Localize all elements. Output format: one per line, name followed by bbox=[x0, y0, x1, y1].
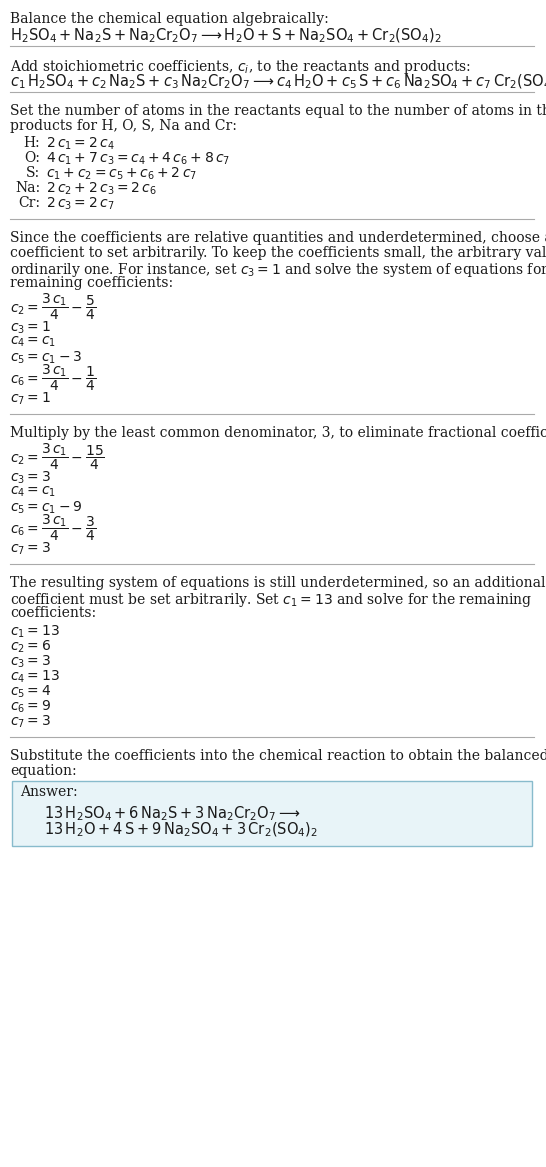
Text: $c_2 = \dfrac{3\,c_1}{4} - \dfrac{15}{4}$: $c_2 = \dfrac{3\,c_1}{4} - \dfrac{15}{4}… bbox=[10, 441, 105, 473]
Text: $c_3 = 3$: $c_3 = 3$ bbox=[10, 470, 51, 487]
Text: Since the coefficients are relative quantities and underdetermined, choose a: Since the coefficients are relative quan… bbox=[10, 231, 546, 245]
Text: $c_6 = 9$: $c_6 = 9$ bbox=[10, 699, 51, 715]
Text: S:: S: bbox=[26, 166, 40, 180]
Text: $c_5 = c_1 - 9$: $c_5 = c_1 - 9$ bbox=[10, 499, 82, 517]
Text: Add stoichiometric coefficients, $c_i$, to the reactants and products:: Add stoichiometric coefficients, $c_i$, … bbox=[10, 58, 471, 76]
Text: remaining coefficients:: remaining coefficients: bbox=[10, 277, 173, 291]
Text: Na:: Na: bbox=[15, 181, 40, 195]
Text: Multiply by the least common denominator, 3, to eliminate fractional coefficient: Multiply by the least common denominator… bbox=[10, 426, 546, 440]
Text: coefficient must be set arbitrarily. Set $c_1 = 13$ and solve for the remaining: coefficient must be set arbitrarily. Set… bbox=[10, 591, 532, 609]
Text: $c_7 = 3$: $c_7 = 3$ bbox=[10, 541, 51, 558]
Text: The resulting system of equations is still underdetermined, so an additional: The resulting system of equations is sti… bbox=[10, 576, 545, 591]
Text: $c_3 = 3$: $c_3 = 3$ bbox=[10, 654, 51, 670]
Text: $c_2 = 6$: $c_2 = 6$ bbox=[10, 640, 51, 656]
Text: Balance the chemical equation algebraically:: Balance the chemical equation algebraica… bbox=[10, 12, 329, 26]
Text: $c_3 = 1$: $c_3 = 1$ bbox=[10, 320, 51, 336]
Text: ordinarily one. For instance, set $c_3 = 1$ and solve the system of equations fo: ordinarily one. For instance, set $c_3 =… bbox=[10, 261, 546, 279]
Text: $c_5 = 4$: $c_5 = 4$ bbox=[10, 684, 51, 700]
Text: $2\,c_1 = 2\,c_4$: $2\,c_1 = 2\,c_4$ bbox=[46, 137, 115, 153]
Text: Set the number of atoms in the reactants equal to the number of atoms in the: Set the number of atoms in the reactants… bbox=[10, 104, 546, 118]
Text: $c_6 = \dfrac{3\,c_1}{4} - \dfrac{1}{4}$: $c_6 = \dfrac{3\,c_1}{4} - \dfrac{1}{4}$ bbox=[10, 363, 96, 393]
Text: $c_1\,\mathrm{H_2SO_4} + c_2\,\mathrm{Na_2S} + c_3\,\mathrm{Na_2Cr_2O_7} \longri: $c_1\,\mathrm{H_2SO_4} + c_2\,\mathrm{Na… bbox=[10, 74, 546, 91]
Text: $c_5 = c_1 - 3$: $c_5 = c_1 - 3$ bbox=[10, 350, 82, 366]
Text: $13\,\mathrm{H_2O} + 4\,\mathrm{S} + 9\,\mathrm{Na_2SO_4} + 3\,\mathrm{Cr_2(SO_4: $13\,\mathrm{H_2O} + 4\,\mathrm{S} + 9\,… bbox=[44, 822, 318, 839]
Text: $2\,c_2 + 2\,c_3 = 2\,c_6$: $2\,c_2 + 2\,c_3 = 2\,c_6$ bbox=[46, 181, 157, 197]
Text: H:: H: bbox=[23, 137, 40, 151]
Text: Cr:: Cr: bbox=[18, 196, 40, 210]
Text: $c_1 = 13$: $c_1 = 13$ bbox=[10, 624, 60, 641]
Text: $c_4 = c_1$: $c_4 = c_1$ bbox=[10, 335, 56, 349]
Text: products for H, O, S, Na and Cr:: products for H, O, S, Na and Cr: bbox=[10, 119, 237, 133]
Text: Substitute the coefficients into the chemical reaction to obtain the balanced: Substitute the coefficients into the che… bbox=[10, 749, 546, 763]
Text: O:: O: bbox=[24, 151, 40, 165]
Text: $4\,c_1 + 7\,c_3 = c_4 + 4\,c_6 + 8\,c_7$: $4\,c_1 + 7\,c_3 = c_4 + 4\,c_6 + 8\,c_7… bbox=[46, 151, 230, 167]
FancyBboxPatch shape bbox=[12, 781, 532, 846]
Text: coefficient to set arbitrarily. To keep the coefficients small, the arbitrary va: coefficient to set arbitrarily. To keep … bbox=[10, 246, 546, 260]
Text: coefficients:: coefficients: bbox=[10, 606, 96, 620]
Text: $c_4 = 13$: $c_4 = 13$ bbox=[10, 669, 60, 685]
Text: $13\,\mathrm{H_2SO_4} + 6\,\mathrm{Na_2S} + 3\,\mathrm{Na_2Cr_2O_7} \longrightar: $13\,\mathrm{H_2SO_4} + 6\,\mathrm{Na_2S… bbox=[44, 804, 301, 823]
Text: $c_4 = c_1$: $c_4 = c_1$ bbox=[10, 485, 56, 499]
Text: $c_1 + c_2 = c_5 + c_6 + 2\,c_7$: $c_1 + c_2 = c_5 + c_6 + 2\,c_7$ bbox=[46, 166, 197, 182]
Text: $c_6 = \dfrac{3\,c_1}{4} - \dfrac{3}{4}$: $c_6 = \dfrac{3\,c_1}{4} - \dfrac{3}{4}$ bbox=[10, 512, 96, 544]
Text: Answer:: Answer: bbox=[20, 785, 78, 799]
Text: $c_7 = 3$: $c_7 = 3$ bbox=[10, 714, 51, 731]
Text: $c_7 = 1$: $c_7 = 1$ bbox=[10, 391, 51, 407]
Text: equation:: equation: bbox=[10, 764, 76, 778]
Text: $c_2 = \dfrac{3\,c_1}{4} - \dfrac{5}{4}$: $c_2 = \dfrac{3\,c_1}{4} - \dfrac{5}{4}$ bbox=[10, 292, 96, 322]
Text: $2\,c_3 = 2\,c_7$: $2\,c_3 = 2\,c_7$ bbox=[46, 196, 115, 212]
Text: $\mathrm{H_2SO_4 + Na_2S + Na_2Cr_2O_7 \longrightarrow H_2O + S + Na_2SO_4 + Cr_: $\mathrm{H_2SO_4 + Na_2S + Na_2Cr_2O_7 \… bbox=[10, 27, 442, 46]
